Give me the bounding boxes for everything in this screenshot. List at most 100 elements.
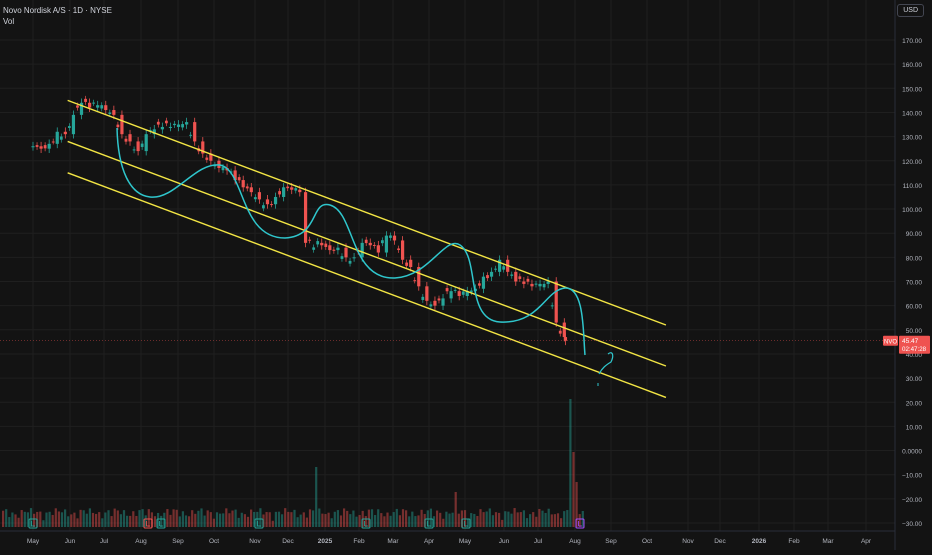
candle-body <box>181 124 184 128</box>
volume-bar <box>237 517 240 527</box>
volume-bar <box>153 516 157 527</box>
candle-body <box>87 102 92 108</box>
volume-bar <box>240 512 243 527</box>
candle-body <box>441 298 445 306</box>
volume-bar <box>491 515 494 527</box>
candle-body <box>31 146 35 148</box>
volume-bar <box>67 516 70 527</box>
candle-body <box>563 337 568 341</box>
volume-bar <box>377 509 380 527</box>
volume-bar <box>352 510 355 527</box>
y-tick-label: 100.00 <box>902 207 922 214</box>
volume-bar <box>563 511 566 527</box>
volume-bar <box>569 399 572 527</box>
x-tick-label: May <box>459 538 472 545</box>
volume-bar <box>383 516 386 527</box>
y-tick-label: 20.00 <box>906 400 923 407</box>
candle-body <box>481 276 486 289</box>
candle-body <box>409 259 413 268</box>
volume-bar <box>485 511 488 527</box>
candle-body <box>413 280 417 282</box>
volume-bar <box>132 511 135 527</box>
volume-bar <box>318 508 321 527</box>
volume-bar <box>460 510 463 527</box>
volume-bar <box>11 512 14 527</box>
volume-bar <box>64 509 67 527</box>
symbol-title[interactable]: Novo Nordisk A/S · 1D · NYSE <box>3 6 112 15</box>
volume-bar <box>302 512 305 527</box>
volume-bar <box>57 511 60 527</box>
chart-legend: Novo Nordisk A/S · 1D · NYSE Vol <box>3 5 112 27</box>
volume-bar <box>160 515 163 527</box>
candle-body <box>542 283 546 288</box>
candle-body <box>193 122 197 142</box>
volume-bar <box>85 513 88 527</box>
x-tick-label: Aug <box>569 538 581 545</box>
volume-bar <box>188 516 191 527</box>
candle-body <box>257 192 261 200</box>
volume-bar <box>119 514 122 527</box>
candle-body <box>344 247 348 258</box>
volume-bar <box>330 518 333 527</box>
currency-button[interactable]: USD <box>897 4 924 17</box>
candle-body <box>445 288 449 292</box>
y-tick-label: 120.00 <box>902 159 922 166</box>
candle-body <box>453 289 457 291</box>
y-tick-label: 30.00 <box>906 376 923 383</box>
wave-drawing <box>116 127 614 386</box>
volume-bar <box>48 511 51 527</box>
candle-body <box>380 240 384 244</box>
volume-label[interactable]: Vol <box>3 17 15 26</box>
volume-bar <box>293 509 296 527</box>
candle-body <box>372 244 376 246</box>
volume-bar <box>42 520 45 527</box>
x-tick-label: Mar <box>822 538 834 545</box>
channel-line-lower <box>67 172 667 399</box>
candle-body <box>303 192 308 243</box>
volume-bar <box>315 467 318 527</box>
volume-bar <box>374 515 377 527</box>
volume-bar <box>147 509 150 527</box>
candle-body <box>39 146 43 149</box>
volume-bar <box>296 517 299 527</box>
y-tick-label: −30.00 <box>902 521 922 528</box>
candle-body <box>165 120 168 124</box>
volume-bar <box>184 515 188 527</box>
candle-body <box>530 283 534 287</box>
volume-bar <box>191 510 194 527</box>
candle-body <box>245 186 249 189</box>
candle-body <box>538 283 542 287</box>
candle-body <box>59 136 63 140</box>
y-tick-label: 140.00 <box>902 110 922 117</box>
volume-bar <box>51 514 54 527</box>
candle-body <box>47 143 51 149</box>
x-tick-label: Dec <box>282 538 294 545</box>
volume-bar <box>370 509 374 527</box>
volume-bar <box>26 512 29 527</box>
volume-bar <box>76 518 79 527</box>
candle-body <box>136 141 140 152</box>
x-tick-label: Mar <box>387 538 399 545</box>
y-tick-label: 40.00 <box>906 352 923 359</box>
candle-body <box>55 131 59 144</box>
candle-body <box>124 138 128 142</box>
volume-bar <box>538 508 541 527</box>
x-tick-label: Nov <box>682 538 694 545</box>
y-tick-label: 80.00 <box>906 255 923 262</box>
volume-bar <box>349 514 352 527</box>
volume-bar <box>222 513 225 527</box>
channel-line-upper <box>67 99 667 326</box>
volume-bar <box>203 515 206 527</box>
candle-body <box>298 189 302 193</box>
x-tick-label: Feb <box>788 538 800 545</box>
volume-bar <box>575 482 578 527</box>
volume-bar <box>312 510 315 527</box>
candle-body <box>100 105 104 109</box>
y-tick-label: 10.00 <box>906 424 923 431</box>
candle-body <box>173 123 176 126</box>
volume-bar <box>411 511 414 527</box>
x-tick-label: May <box>27 538 40 545</box>
